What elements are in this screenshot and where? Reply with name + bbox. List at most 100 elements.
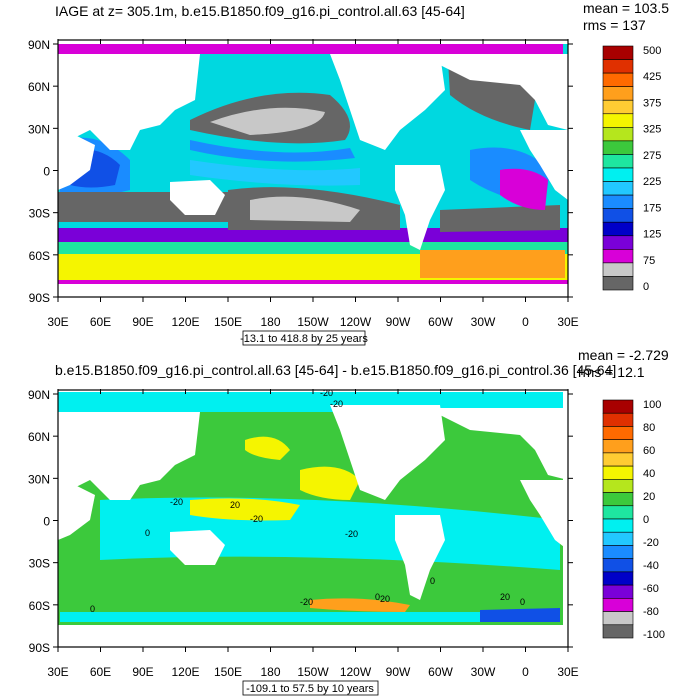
colorbar-label: 0 <box>643 281 649 293</box>
colorbar-swatch <box>602 72 634 87</box>
lat-label: 90N <box>28 388 50 402</box>
colorbar-label: 225 <box>643 176 661 188</box>
colorbar-label: 325 <box>643 124 661 136</box>
panel-title: IAGE at z= 305.1m, b.e15.B1850.f09_g16.p… <box>55 3 465 19</box>
lon-label: 180 <box>260 315 280 329</box>
colorbar-swatch <box>602 452 634 467</box>
colorbar-label: 60 <box>643 445 655 457</box>
contour-label: -20 <box>300 597 313 607</box>
lon-label: 150W <box>297 315 329 329</box>
lat-label: 30N <box>28 122 50 136</box>
lat-label: 60N <box>28 430 50 444</box>
lon-label: 120E <box>171 665 199 679</box>
rms-stat: rms = 137 <box>583 17 646 33</box>
map-area <box>57 389 569 648</box>
colorbar-label: 75 <box>643 255 655 267</box>
latitude-axis: 90N 60N 30N 0 30S 60S 90S <box>28 388 573 655</box>
lat-label: 90S <box>29 641 50 655</box>
colorbar-swatch <box>602 99 634 115</box>
colorbar-label: 375 <box>643 97 661 109</box>
contour-label: 0 <box>90 604 95 614</box>
land-mask <box>58 54 568 297</box>
colorbar-label: 80 <box>643 422 655 434</box>
colorbar: 100 80 60 40 20 0 -20 -40 -60 -80 -100 <box>602 399 665 641</box>
contour-label: 0 <box>520 597 525 607</box>
lat-label: 0 <box>43 165 50 179</box>
colorbar-swatch <box>602 598 634 612</box>
lon-label: 60W <box>428 315 453 329</box>
lon-label: 30E <box>47 665 68 679</box>
contour-label: 20 <box>500 592 510 602</box>
colorbar-label: 20 <box>643 491 655 503</box>
colorbar-swatch <box>602 545 634 559</box>
colorbar-label: 125 <box>643 229 661 241</box>
colorbar-label: -100 <box>643 629 665 641</box>
range-label-box: -109.1 to 57.5 by 10 years <box>242 680 379 696</box>
colorbar-swatch <box>602 624 634 639</box>
rms-stat: rms = 12.1 <box>578 364 645 380</box>
lon-label: 90E <box>132 315 153 329</box>
lon-label: 90W <box>386 315 411 329</box>
lat-label: 90S <box>29 291 50 305</box>
contour-label: -20 <box>250 514 263 524</box>
range-label: -13.1 to 418.8 by 25 years <box>240 333 368 345</box>
colorbar-swatch <box>602 518 634 533</box>
lat-label: 30S <box>29 557 50 571</box>
colorbar-swatch <box>602 584 634 599</box>
colorbar-swatch <box>602 235 634 250</box>
colorbar-swatch <box>602 479 634 493</box>
map-area <box>57 39 569 298</box>
colorbar-swatch <box>602 127 634 142</box>
land-mask <box>58 405 568 647</box>
contour-label: 0 <box>145 528 150 538</box>
colorbar-swatch <box>602 492 634 507</box>
lon-label: 150E <box>214 315 242 329</box>
colorbar-swatch <box>602 505 634 520</box>
lon-label: 60E <box>90 665 111 679</box>
colorbar-label: 0 <box>643 514 649 526</box>
lon-label: 120W <box>340 315 372 329</box>
colorbar-label: -60 <box>643 583 659 595</box>
colorbar: 500 425 375 325 275 225 175 125 75 0 <box>602 45 661 293</box>
colorbar-label: -80 <box>643 606 659 618</box>
mean-stat: mean = -2.729 <box>578 347 669 363</box>
colorbar-label: 40 <box>643 468 655 480</box>
colorbar-swatch <box>602 611 634 626</box>
contour-label: -20 <box>330 399 343 409</box>
colorbar-swatch <box>602 465 634 480</box>
lon-label: 0 <box>522 665 529 679</box>
colorbar-label: -40 <box>643 560 659 572</box>
colorbar-label: 500 <box>643 45 661 57</box>
colorbar-swatch <box>602 399 634 414</box>
lon-label: 30W <box>471 315 496 329</box>
latitude-axis: 90N 60N 30N 0 30S 60S 90S <box>28 38 573 305</box>
contour-label: 0 <box>375 592 380 602</box>
colorbar-label: -20 <box>643 537 659 549</box>
colorbar-swatch <box>602 154 634 169</box>
colorbar-swatch <box>602 276 634 291</box>
lon-label: 150W <box>297 665 329 679</box>
colorbar-label: 100 <box>643 399 661 411</box>
colorbar-swatch <box>602 249 634 264</box>
lat-label: 30N <box>28 472 50 486</box>
mean-stat: mean = 103.5 <box>583 0 669 16</box>
contour-label: -20 <box>345 529 358 539</box>
contour-label: -20 <box>320 388 333 398</box>
range-label: -109.1 to 57.5 by 10 years <box>246 683 374 695</box>
lat-label: 60S <box>29 249 50 263</box>
lon-label: 30E <box>47 315 68 329</box>
colorbar-swatch <box>602 86 634 101</box>
longitude-axis: 30E 60E 90E 120E 150E 180 150W 120W 90W 60W 30W 0 30… <box>47 389 579 679</box>
colorbar-swatch <box>602 194 634 209</box>
contour-label: 0 <box>430 576 435 586</box>
difference-map-panel: b.e15.B1850.f09_g16.pi_control.all.63 [4… <box>28 347 669 696</box>
colorbar-label: 175 <box>643 202 661 214</box>
lon-label: 60W <box>428 665 453 679</box>
colorbar-swatch <box>602 571 634 586</box>
lon-label: 60E <box>90 315 111 329</box>
colorbar-swatch <box>602 140 634 155</box>
lat-label: 60S <box>29 599 50 613</box>
panel-title: b.e15.B1850.f09_g16.pi_control.all.63 [4… <box>55 362 616 378</box>
